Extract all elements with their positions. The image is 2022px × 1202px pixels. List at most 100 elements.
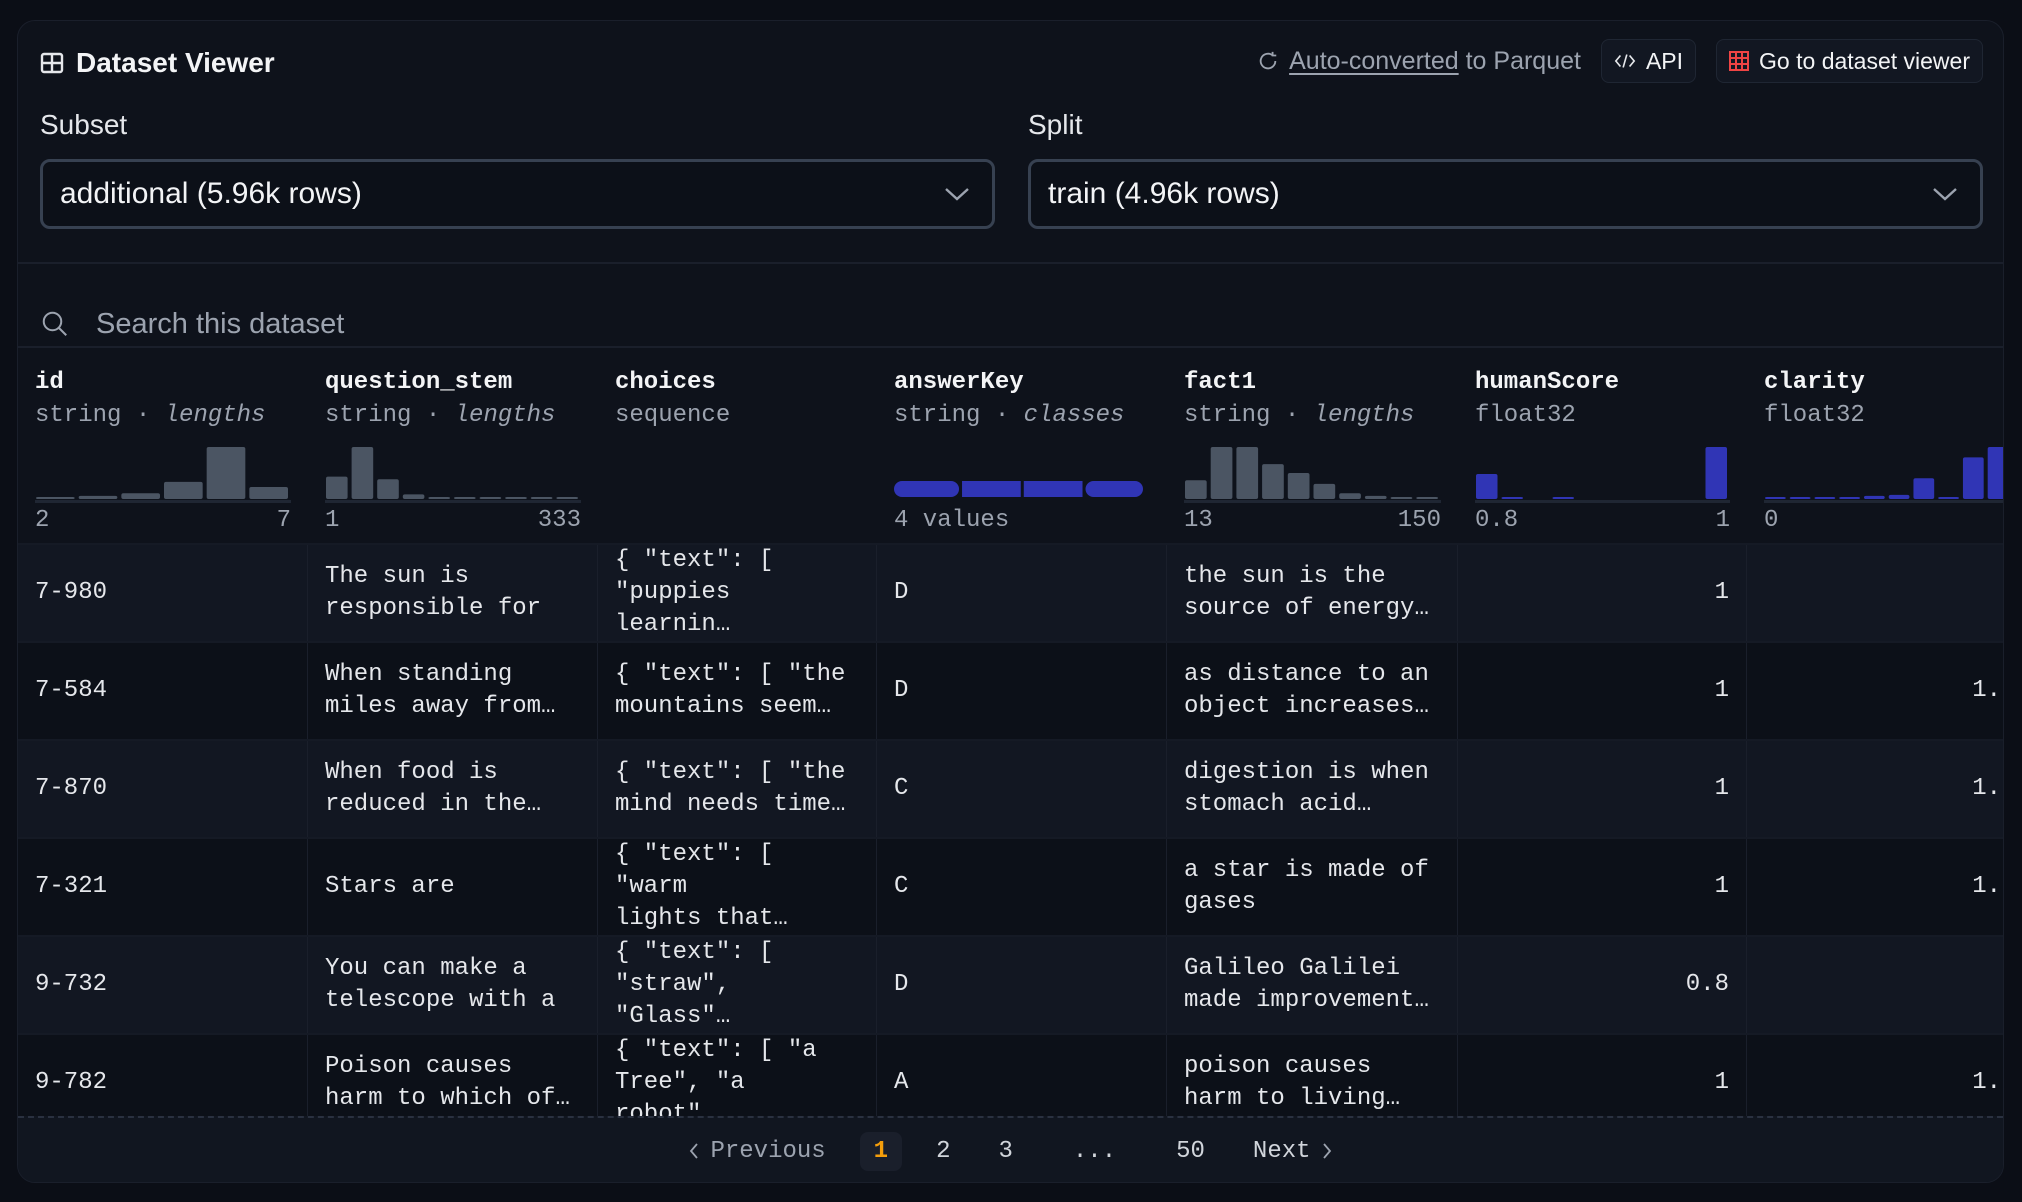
cell-question_stem[interactable]: Stars are (308, 839, 598, 935)
class-segment[interactable] (962, 481, 1021, 497)
column-header-question_stem[interactable]: question_stem string · lengths 1 333 (308, 347, 598, 543)
cell-question_stem[interactable]: Poison causes harm to which of… (308, 1035, 598, 1131)
histogram-bar[interactable] (1262, 464, 1284, 499)
histogram-bar[interactable] (351, 447, 374, 499)
cell-clarity[interactable] (1747, 545, 2003, 641)
histogram-bar[interactable] (428, 497, 450, 499)
histogram-bar[interactable] (1814, 497, 1836, 499)
cell-question_stem[interactable]: When food is reduced in the… (308, 741, 598, 837)
class-segment[interactable] (1085, 481, 1143, 497)
search-bar[interactable]: Search this dataset (40, 283, 344, 365)
histogram-bar[interactable] (1987, 447, 2004, 499)
column-header-fact1[interactable]: fact1 string · lengths 13 150 (1167, 347, 1458, 543)
histogram-bar[interactable] (505, 497, 527, 499)
cell-answerKey[interactable]: D (877, 937, 1167, 1033)
histogram-bar[interactable] (326, 476, 348, 499)
column-header-clarity[interactable]: clarity float32 0 (1747, 347, 2004, 543)
cell-fact1[interactable]: as distance to an object increases… (1167, 643, 1458, 739)
cell-id[interactable]: 7-870 (18, 741, 308, 837)
previous-page-button[interactable]: Previous (674, 1132, 839, 1171)
cell-clarity[interactable]: 1. (1747, 1035, 2003, 1131)
histogram-bar[interactable] (402, 494, 425, 499)
cell-answerKey[interactable]: D (877, 545, 1167, 641)
histogram-bar[interactable] (1765, 497, 1786, 499)
cell-fact1[interactable]: a star is made of gases (1167, 839, 1458, 935)
cell-humanScore[interactable]: 1 (1458, 643, 1747, 739)
histogram-bar[interactable] (1789, 497, 1811, 499)
histogram-bar[interactable] (1390, 497, 1413, 499)
cell-choices[interactable]: { "text": [ "the mountains seem… (598, 643, 877, 739)
page-3[interactable]: 3 (998, 1137, 1013, 1165)
histogram-bar[interactable] (530, 497, 553, 499)
go-to-dataset-viewer-button[interactable]: Go to dataset viewer (1716, 39, 1983, 83)
cell-question_stem[interactable]: You can make a telescope with a (308, 937, 598, 1033)
histogram-bar[interactable] (1962, 457, 1984, 499)
cell-clarity[interactable] (1747, 937, 2003, 1033)
cell-humanScore[interactable]: 1 (1458, 545, 1747, 641)
auto-converted-link[interactable]: Auto-converted (1289, 46, 1459, 75)
histogram-bar[interactable] (1863, 495, 1885, 499)
cell-clarity[interactable]: 1. (1747, 741, 2003, 837)
column-header-choices[interactable]: choices sequence (598, 347, 877, 543)
cell-fact1[interactable]: Galileo Galilei made improvement… (1167, 937, 1458, 1033)
cell-answerKey[interactable]: C (877, 741, 1167, 837)
histogram-bar[interactable] (1705, 447, 1728, 499)
cell-choices[interactable]: { "text": [ "puppies learnin… (598, 545, 877, 641)
cell-choices[interactable]: { "text": [ "warm lights that… (598, 839, 877, 935)
histogram-bar[interactable] (1313, 483, 1336, 499)
cell-humanScore[interactable]: 1 (1458, 741, 1747, 837)
histogram-bar[interactable] (1364, 495, 1387, 499)
table-row[interactable]: 9-732 You can make a telescope with a{ "t… (18, 935, 2003, 1033)
table-row[interactable]: 9-782 Poison causes harm to which of…{ "t… (18, 1033, 2003, 1131)
cell-humanScore[interactable]: 0.8 (1458, 937, 1747, 1033)
column-header-humanScore[interactable]: humanScore float32 0.8 1 (1458, 347, 1747, 543)
cell-id[interactable]: 9-782 (18, 1035, 308, 1131)
histogram-bar[interactable] (1938, 497, 1959, 499)
page-2[interactable]: 2 (936, 1137, 951, 1165)
class-segment[interactable] (1023, 481, 1083, 497)
cell-id[interactable]: 7-980 (18, 545, 308, 641)
column-header-answerKey[interactable]: answerKey string · classes 4 values (877, 347, 1167, 543)
cell-question_stem[interactable]: The sun is responsible for (308, 545, 598, 641)
table-row[interactable]: 7-321 Stars are{ "text": [ "warm lights t… (18, 837, 2003, 935)
histogram-bar[interactable] (1287, 473, 1310, 499)
api-button[interactable]: API (1600, 39, 1697, 83)
next-page-button[interactable]: Next (1239, 1132, 1347, 1171)
histogram-bar[interactable] (78, 495, 118, 499)
table-row[interactable]: 7-584 When standing miles away from…{ "te… (18, 641, 2003, 739)
cell-fact1[interactable]: the sun is the source of energy… (1167, 545, 1458, 641)
table-row[interactable]: 7-870 When food is reduced in the…{ "text… (18, 739, 2003, 837)
search-input[interactable]: Search this dataset (96, 307, 345, 340)
histogram-bar[interactable] (121, 493, 160, 499)
subset-select[interactable]: additional (5.96k rows) (40, 159, 995, 229)
histogram-bar[interactable] (1210, 447, 1233, 499)
cell-answerKey[interactable]: C (877, 839, 1167, 935)
cell-fact1[interactable]: digestion is when stomach acid… (1167, 741, 1458, 837)
histogram-bar[interactable] (36, 497, 75, 499)
histogram-bar[interactable] (1552, 497, 1575, 499)
page-50[interactable]: 50 (1176, 1137, 1205, 1165)
cell-clarity[interactable]: 1. (1747, 839, 2003, 935)
cell-choices[interactable]: { "text": [ "straw", "Glass"… (598, 937, 877, 1033)
cell-answerKey[interactable]: D (877, 643, 1167, 739)
cell-humanScore[interactable]: 1 (1458, 1035, 1747, 1131)
split-select[interactable]: train (4.96k rows) (1028, 159, 1983, 229)
histogram-bar[interactable] (1913, 478, 1935, 499)
cell-id[interactable]: 9-732 (18, 937, 308, 1033)
cell-choices[interactable]: { "text": [ "the mind needs time… (598, 741, 877, 837)
histogram-bar[interactable] (1236, 447, 1259, 499)
table-row[interactable]: 7-980 The sun is responsible for{ "text":… (18, 543, 2003, 641)
histogram-bar[interactable] (1339, 493, 1361, 499)
class-segment[interactable] (894, 481, 960, 497)
histogram-bar[interactable] (1476, 474, 1498, 499)
cell-id[interactable]: 7-584 (18, 643, 308, 739)
histogram-bar[interactable] (206, 447, 246, 499)
histogram-bar[interactable] (1416, 497, 1438, 499)
histogram-bar[interactable] (556, 497, 578, 499)
histogram-bar[interactable] (249, 487, 288, 499)
histogram-bar[interactable] (1501, 497, 1524, 499)
histogram-bar[interactable] (1888, 494, 1910, 499)
histogram-bar[interactable] (1839, 497, 1860, 499)
histogram-bar[interactable] (479, 497, 502, 499)
